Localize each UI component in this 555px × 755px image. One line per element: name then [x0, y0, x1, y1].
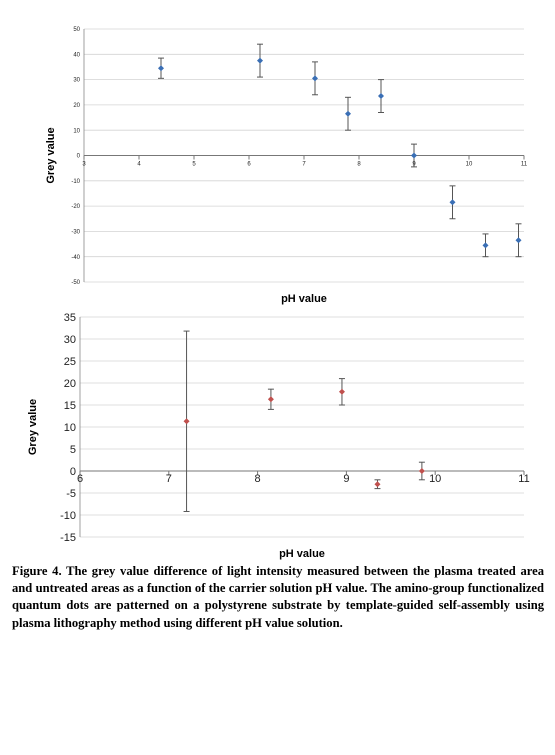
y-tick-label: 20 — [73, 103, 80, 109]
x-tick-label: 7 — [166, 473, 172, 485]
data-point — [418, 468, 425, 474]
y-tick-label: 5 — [70, 444, 76, 456]
x-axis-title: pH value — [281, 293, 327, 305]
y-tick-label: 0 — [77, 154, 81, 160]
y-tick-label: 40 — [73, 52, 80, 58]
data-point — [267, 396, 274, 403]
data-point — [411, 152, 417, 159]
y-tick-label: -40 — [71, 255, 80, 261]
y-tick-label: -10 — [60, 510, 76, 522]
y-axis-title: Grey value — [27, 399, 39, 455]
data-point — [158, 65, 164, 72]
y-tick-label: -5 — [66, 488, 76, 500]
y-tick-label: -50 — [71, 280, 80, 286]
y-tick-label: 10 — [73, 128, 80, 134]
y-tick-label: -10 — [71, 179, 80, 185]
x-tick-label: 7 — [302, 162, 306, 168]
y-tick-label: 15 — [64, 400, 76, 412]
y-tick-label: -15 — [60, 532, 76, 544]
x-tick-label: 11 — [518, 473, 529, 485]
x-tick-label: 8 — [357, 162, 361, 168]
x-tick-label: 5 — [192, 162, 196, 168]
data-point — [374, 481, 381, 488]
data-point — [345, 110, 351, 117]
y-tick-label: 50 — [73, 27, 80, 33]
y-tick-label: 30 — [64, 334, 76, 346]
x-axis-title: pH value — [279, 548, 325, 560]
x-tick-label: 10 — [466, 162, 473, 168]
x-tick-label: 6 — [247, 162, 251, 168]
data-point — [312, 75, 318, 82]
y-tick-label: -20 — [71, 204, 80, 210]
x-tick-label: 3 — [82, 162, 86, 168]
data-point — [449, 199, 456, 206]
data-point — [338, 388, 345, 395]
x-tick-label: 6 — [77, 473, 83, 485]
x-tick-label: 10 — [429, 473, 441, 485]
data-point — [183, 418, 190, 425]
data-point — [515, 237, 522, 244]
x-tick-label: 4 — [137, 162, 141, 168]
data-point — [378, 93, 384, 100]
x-tick-label: 8 — [255, 473, 261, 485]
top-chart: -50-40-30-20-100102030405034567891011pH … — [45, 27, 528, 305]
bottom-chart: -15 -10 -5 0 5 10 15 20 25 30 35 6 7 8 9 10 11 pH value Gr… — [27, 312, 530, 560]
x-tick-label: 11 — [521, 162, 528, 168]
y-tick-label: 25 — [64, 356, 76, 368]
y-tick-label: 20 — [64, 378, 76, 390]
y-axis-title: Grey value — [45, 127, 57, 183]
y-tick-label: 0 — [70, 466, 76, 478]
data-point — [257, 57, 263, 64]
figure-caption: Figure 4. The grey value difference of l… — [12, 564, 544, 630]
y-tick-label: 10 — [64, 422, 76, 434]
x-tick-label: 9 — [343, 473, 349, 485]
y-tick-label: -30 — [71, 230, 80, 236]
data-point — [482, 242, 489, 249]
y-tick-label: 30 — [73, 78, 80, 84]
y-tick-label: 35 — [64, 312, 76, 324]
